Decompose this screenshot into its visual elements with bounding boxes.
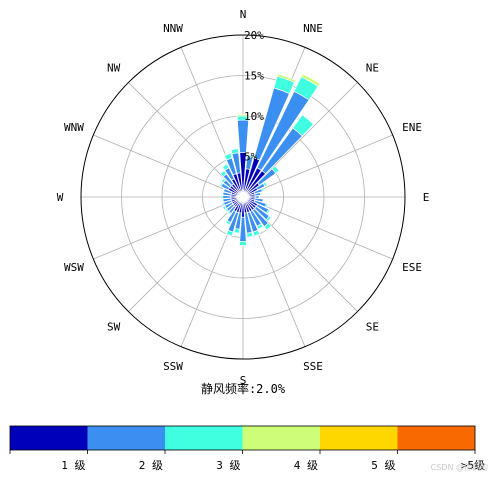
direction-label-sw: SW [107,320,121,333]
ring-label-15: 15% [244,70,264,83]
direction-label-nnw: NNW [163,22,183,35]
bar-sector-190-class-3 [233,227,241,234]
grid-spoke-se [242,196,358,312]
bar-sector-170-class-3 [246,231,254,238]
calm-frequency-label: 静风频率:2.0% [201,381,286,396]
direction-labels: N NNE NE ENE E ESE SE SSE S SSW SW WSW W WNW NW NNW [57,8,430,387]
colorbar-segment-1 [10,426,88,450]
grid-spoke-nw [128,82,244,198]
bar-sector-0-class-2 [236,119,250,153]
bar-sector-50-class-3 [271,165,280,174]
direction-label-ene: ENE [402,121,422,134]
colorbar-segment-4 [242,426,321,450]
direction-label-wsw: WSW [64,261,84,274]
direction-label-ese: ESE [402,261,422,274]
bar-sector-90-class-2 [254,195,260,199]
bar-sector-210-class-3 [225,219,232,226]
direction-label-nne: NNE [303,22,323,35]
bar-sector-160-class-3 [252,229,261,237]
colorbar-segment-3 [165,426,243,450]
bar-sector-260-class-3 [221,198,224,203]
bar-sector-220-class-3 [227,211,232,216]
bar-sector-200-class-3 [225,229,234,237]
bar-sector-0-class-4 [236,114,250,117]
colorbar-segment-5 [320,426,398,450]
ring-label-20: 20% [244,29,264,42]
bar-sector-300-class-3 [219,181,224,187]
colorbar-label-3: 3 级 [216,459,240,472]
bar-sector-130-class-3 [265,215,272,222]
colorbar-label-5: 5 级 [371,459,395,472]
direction-label-ne: NE [366,62,379,75]
direction-label-w: W [57,191,64,204]
direction-label-sse: SSE [303,360,323,373]
speed-class-colorbar: 1 级 2 级 3 级 4 级 5 级 >5级 [9,425,485,472]
bar-sector-230-class-3 [224,208,229,213]
sector-bars [80,34,406,360]
bar-sector-90-class-3 [258,195,261,199]
bar-sector-150-class-3 [256,223,264,230]
bar-sector-20-class-4 [276,73,296,83]
bar-sector-350-class-3 [230,148,239,155]
bar-sector-340-class-3 [223,152,233,161]
grid-spoke-wnw [93,134,244,198]
direction-label-e: E [423,191,430,204]
plot-outline [80,34,406,360]
bar-sector-310-class-3 [220,177,227,184]
direction-label-se: SE [366,320,379,333]
bar-sector-290-class-3 [222,187,225,192]
colorbar-segment-6 [397,426,476,450]
grid-spoke-wsw [93,196,244,260]
direction-label-s: S [240,374,247,387]
bar-sector-110-class-3 [264,203,269,209]
bar-sector-320-class-3 [219,170,227,178]
bar-sector-140-class-3 [263,222,272,231]
bar-sector-80-class-3 [259,192,262,196]
grid-spoke-sw [128,196,244,312]
bar-sector-30-class-4 [300,73,321,87]
bar-sector-180-class-3 [239,241,247,246]
bar-sector-120-class-3 [265,208,271,215]
watermark: CSDN @你们的 [431,462,488,472]
colorbar-label-4: 4 级 [294,459,318,472]
grid-spoke-ne [242,82,358,198]
ring-labels: 5% 10% 15% 20% [244,29,264,164]
ring-label-5: 5% [244,151,258,164]
direction-label-nw: NW [107,62,121,75]
bar-sector-270-class-3 [220,195,224,199]
bar-sector-40-class-3 [292,114,315,137]
direction-label-ssw: SSW [163,360,183,373]
bar-sector-10-class-3 [246,154,254,159]
grid-spoke-ene [242,134,393,198]
bar-sector-70-class-3 [261,187,265,192]
colorbar-label-6: >5级 [461,459,485,472]
bar-sector-100-class-3 [262,198,265,203]
bar-sector-60-class-3 [262,181,268,187]
bar-sector-250-class-3 [221,202,225,207]
bar-sector-330-class-3 [222,163,230,171]
ring-label-10: 10% [244,110,264,123]
direction-label-n: N [240,8,247,21]
grid-spoke-ese [242,196,393,260]
colorbar-label-2: 2 级 [139,459,163,472]
colorbar-label-1: 1 级 [61,459,85,472]
bar-sector-240-class-3 [222,205,227,211]
bar-sector-280-class-3 [221,191,224,196]
direction-label-wnw: WNW [64,121,84,134]
colorbar-segment-2 [87,426,166,450]
